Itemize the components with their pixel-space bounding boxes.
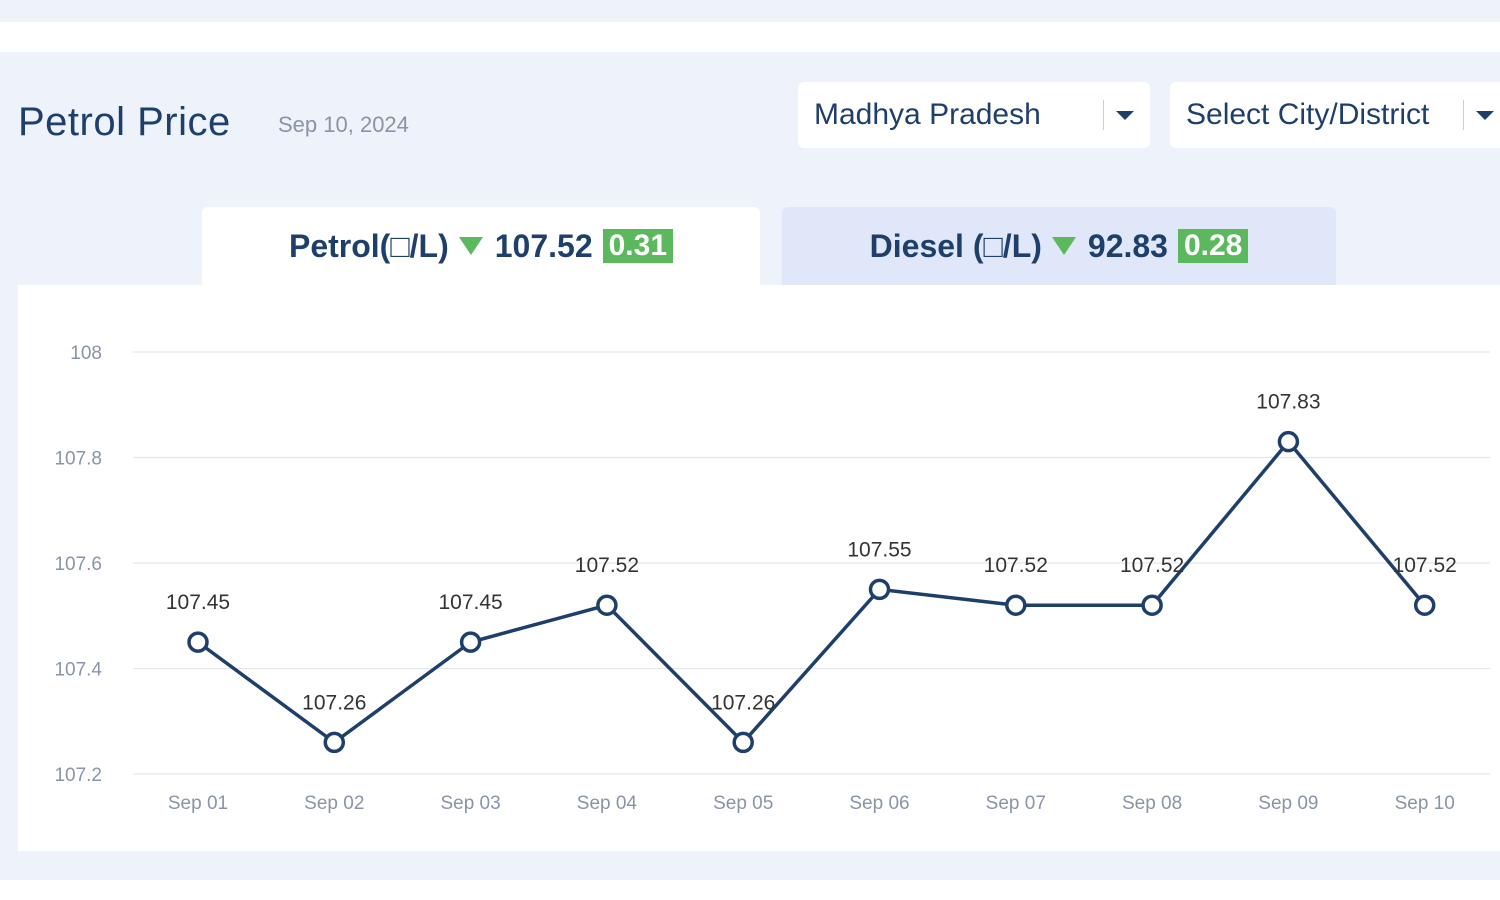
tab-diesel-price: 92.83 <box>1087 227 1168 264</box>
data-point <box>732 731 754 754</box>
bottom-strip <box>0 880 1500 900</box>
tab-petrol-change-badge: 0.31 <box>602 229 674 263</box>
page-date: Sep 10, 2024 <box>278 112 409 137</box>
data-point <box>1141 594 1163 616</box>
down-arrow-icon <box>458 237 483 255</box>
x-tick-label: Sep 06 <box>849 793 909 814</box>
tab-diesel-label: Diesel (□/L) <box>869 227 1042 264</box>
data-point <box>459 631 482 653</box>
price-line-chart: 107.2 107.4 107.6 107.8 108 Sep 01 Sep 02 Sep 0… <box>54 343 1490 814</box>
x-tick-label: Sep 04 <box>577 793 638 814</box>
data-label: 107.45 <box>166 591 230 614</box>
tab-diesel[interactable]: Diesel (□/L) 92.83 0.28 <box>782 207 1336 285</box>
x-tick-label: Sep 07 <box>986 793 1046 814</box>
select-separator <box>1103 100 1104 130</box>
tab-petrol[interactable]: Petrol(□/L) 107.52 0.31 <box>202 207 760 285</box>
y-tick-label: 107.8 <box>54 449 102 470</box>
chevron-down-icon[interactable] <box>1476 110 1494 120</box>
y-tick-label: 108 <box>70 343 102 364</box>
data-label: 107.55 <box>847 538 911 561</box>
data-point <box>1005 594 1027 616</box>
tab-diesel-change-badge: 0.28 <box>1177 229 1249 263</box>
data-label: 107.26 <box>302 691 366 714</box>
city-select-placeholder: Select City/District <box>1186 98 1430 131</box>
top-strip <box>0 0 1500 22</box>
data-label: 107.52 <box>984 554 1048 577</box>
x-tick-label: Sep 09 <box>1258 793 1318 814</box>
tab-petrol-label: Petrol(□/L) <box>288 227 449 264</box>
x-tick-label: Sep 05 <box>713 793 773 814</box>
page-title: Petrol Price <box>18 100 231 144</box>
chevron-down-icon[interactable] <box>1116 110 1134 120</box>
x-tick-label: Sep 08 <box>1122 793 1182 814</box>
data-point <box>868 578 891 601</box>
state-select-value: Madhya Pradesh <box>814 98 1041 131</box>
data-label: 107.52 <box>1393 554 1457 577</box>
x-tick-label: Sep 02 <box>304 793 364 814</box>
state-select[interactable]: Madhya Pradesh <box>798 82 1150 148</box>
x-tick-label: Sep 01 <box>168 793 228 814</box>
series-line <box>196 439 1427 745</box>
y-tick-label: 107.6 <box>54 554 102 575</box>
data-point <box>187 631 209 653</box>
down-arrow-icon <box>1051 237 1076 255</box>
data-label: 107.26 <box>711 691 775 714</box>
data-point <box>1277 430 1300 453</box>
data-label: 107.52 <box>575 554 639 577</box>
x-tick-label: Sep 03 <box>440 793 500 814</box>
data-label: 107.52 <box>1120 554 1184 577</box>
x-tick-label: Sep 10 <box>1395 793 1455 814</box>
data-label: 107.83 <box>1256 391 1320 414</box>
y-tick-label: 107.2 <box>54 765 102 786</box>
data-point <box>323 731 346 754</box>
data-label: 107.45 <box>438 591 502 614</box>
select-separator <box>1463 100 1464 130</box>
tab-petrol-price: 107.52 <box>494 227 593 264</box>
data-point <box>596 594 618 616</box>
y-tick-label: 107.4 <box>54 660 102 681</box>
city-select[interactable]: Select City/District <box>1170 82 1500 148</box>
chart-card: 107.2 107.4 107.6 107.8 108 Sep 01 Sep 02 Sep 0… <box>18 285 1500 851</box>
data-point <box>1413 594 1436 616</box>
